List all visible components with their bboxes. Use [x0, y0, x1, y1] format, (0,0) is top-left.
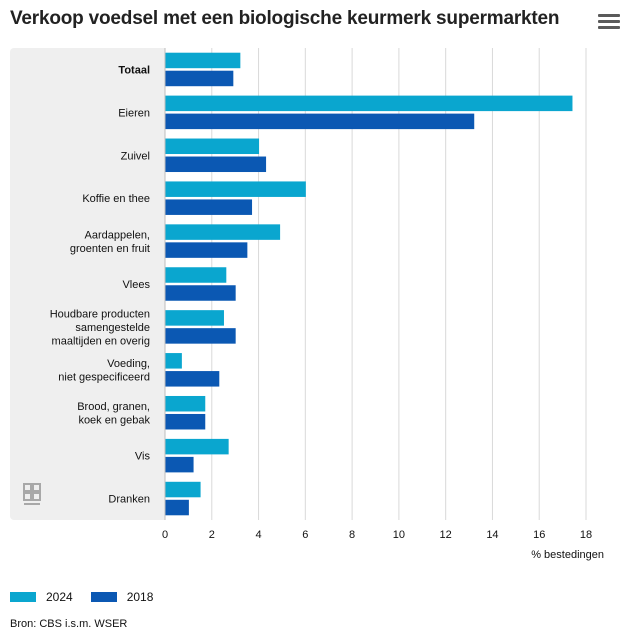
- legend-label-2018: 2018: [126, 590, 154, 604]
- chart-title: Verkoop voedsel met een biologische keur…: [10, 8, 560, 29]
- x-tick-label-6: 6: [302, 529, 308, 541]
- category-label-line: Zuivel: [121, 150, 150, 162]
- category-label-4: Aardappelen, groenten en fruit: [70, 229, 150, 255]
- bar-2018-6[interactable]: [165, 328, 236, 344]
- x-tick-label-10: 10: [393, 529, 405, 541]
- category-label-line: Brood, granen,: [77, 401, 150, 413]
- legend-item-2024[interactable]: 2024: [10, 590, 73, 604]
- bar-2024-6[interactable]: [165, 310, 224, 326]
- category-label-line: maaltijden en overig: [52, 335, 150, 347]
- category-label-line: Dranken: [108, 494, 150, 506]
- x-tick-label-2: 2: [209, 529, 215, 541]
- category-label-line: Voeding,: [107, 358, 150, 370]
- category-panel: [10, 48, 165, 520]
- hamburger-menu-icon[interactable]: [598, 14, 620, 34]
- category-label-2: Zuivel: [121, 150, 150, 162]
- cbs-logo-icon: [23, 483, 41, 505]
- category-label-line: Eieren: [118, 107, 150, 119]
- bar-2018-4[interactable]: [165, 242, 248, 258]
- bar-2018-0[interactable]: [165, 70, 234, 87]
- x-tick-label-12: 12: [440, 529, 452, 541]
- category-label-0: Totaal: [118, 64, 150, 76]
- category-label-line: groenten en fruit: [70, 243, 150, 255]
- bar-2018-1[interactable]: [165, 113, 475, 130]
- category-label-8: Brood, granen, koek en gebak: [77, 401, 150, 427]
- category-label-line: Vlees: [122, 279, 150, 291]
- legend: 2024 2018: [10, 590, 171, 604]
- category-label-6: Houdbare producten samengestelde maaltijde…: [50, 308, 150, 347]
- legend-label-2024: 2024: [46, 590, 73, 604]
- x-tick-label-8: 8: [349, 529, 355, 541]
- bar-2018-7[interactable]: [165, 371, 220, 387]
- bar-2018-5[interactable]: [165, 285, 236, 301]
- source-note: Bron: CBS i.s.m. WSER: [10, 618, 128, 630]
- category-label-9: Vis: [135, 451, 151, 463]
- category-label-line: koek en gebak: [78, 414, 150, 426]
- category-label-line: niet gespecificeerd: [58, 372, 150, 384]
- category-label-5: Vlees: [122, 279, 150, 291]
- x-tick-label-0: 0: [162, 529, 168, 541]
- category-label-line: Vis: [135, 451, 151, 463]
- category-label-line: Koffie en thee: [82, 193, 150, 205]
- bar-2024-10[interactable]: [165, 481, 201, 498]
- bar-2018-9[interactable]: [165, 456, 194, 473]
- category-label-line: samengestelde: [75, 322, 150, 334]
- bar-2024-0[interactable]: [165, 52, 241, 69]
- category-label-line: Aardappelen,: [85, 229, 150, 241]
- bar-2024-7[interactable]: [165, 353, 182, 369]
- x-axis-title: % bestedingen: [531, 549, 604, 561]
- bar-2018-8[interactable]: [165, 413, 206, 430]
- bar-2024-3[interactable]: [165, 181, 306, 197]
- category-label-line: Totaal: [118, 64, 150, 76]
- category-label-line: Houdbare producten: [50, 308, 150, 320]
- category-label-7: Voeding, niet gespecificeerd: [58, 358, 150, 384]
- legend-swatch-2024: [10, 592, 36, 602]
- x-tick-label-16: 16: [533, 529, 545, 541]
- bar-2018-10[interactable]: [165, 499, 189, 516]
- bar-2024-1[interactable]: [165, 95, 573, 112]
- bar-2024-8[interactable]: [165, 395, 206, 412]
- bar-2018-3[interactable]: [165, 199, 253, 215]
- category-label-10: Dranken: [108, 494, 150, 506]
- bar-2024-5[interactable]: [165, 267, 227, 283]
- bar-2024-9[interactable]: [165, 438, 229, 455]
- bar-2018-2[interactable]: [165, 156, 267, 173]
- bar-2024-2[interactable]: [165, 138, 260, 155]
- x-tick-label-4: 4: [255, 529, 261, 541]
- category-label-3: Koffie en thee: [82, 193, 150, 205]
- legend-item-2018[interactable]: 2018: [90, 590, 154, 604]
- bar-2024-4[interactable]: [165, 224, 281, 240]
- x-tick-label-14: 14: [486, 529, 498, 541]
- legend-swatch-2018: [90, 592, 117, 602]
- x-tick-label-18: 18: [580, 529, 592, 541]
- category-label-1: Eieren: [118, 107, 150, 119]
